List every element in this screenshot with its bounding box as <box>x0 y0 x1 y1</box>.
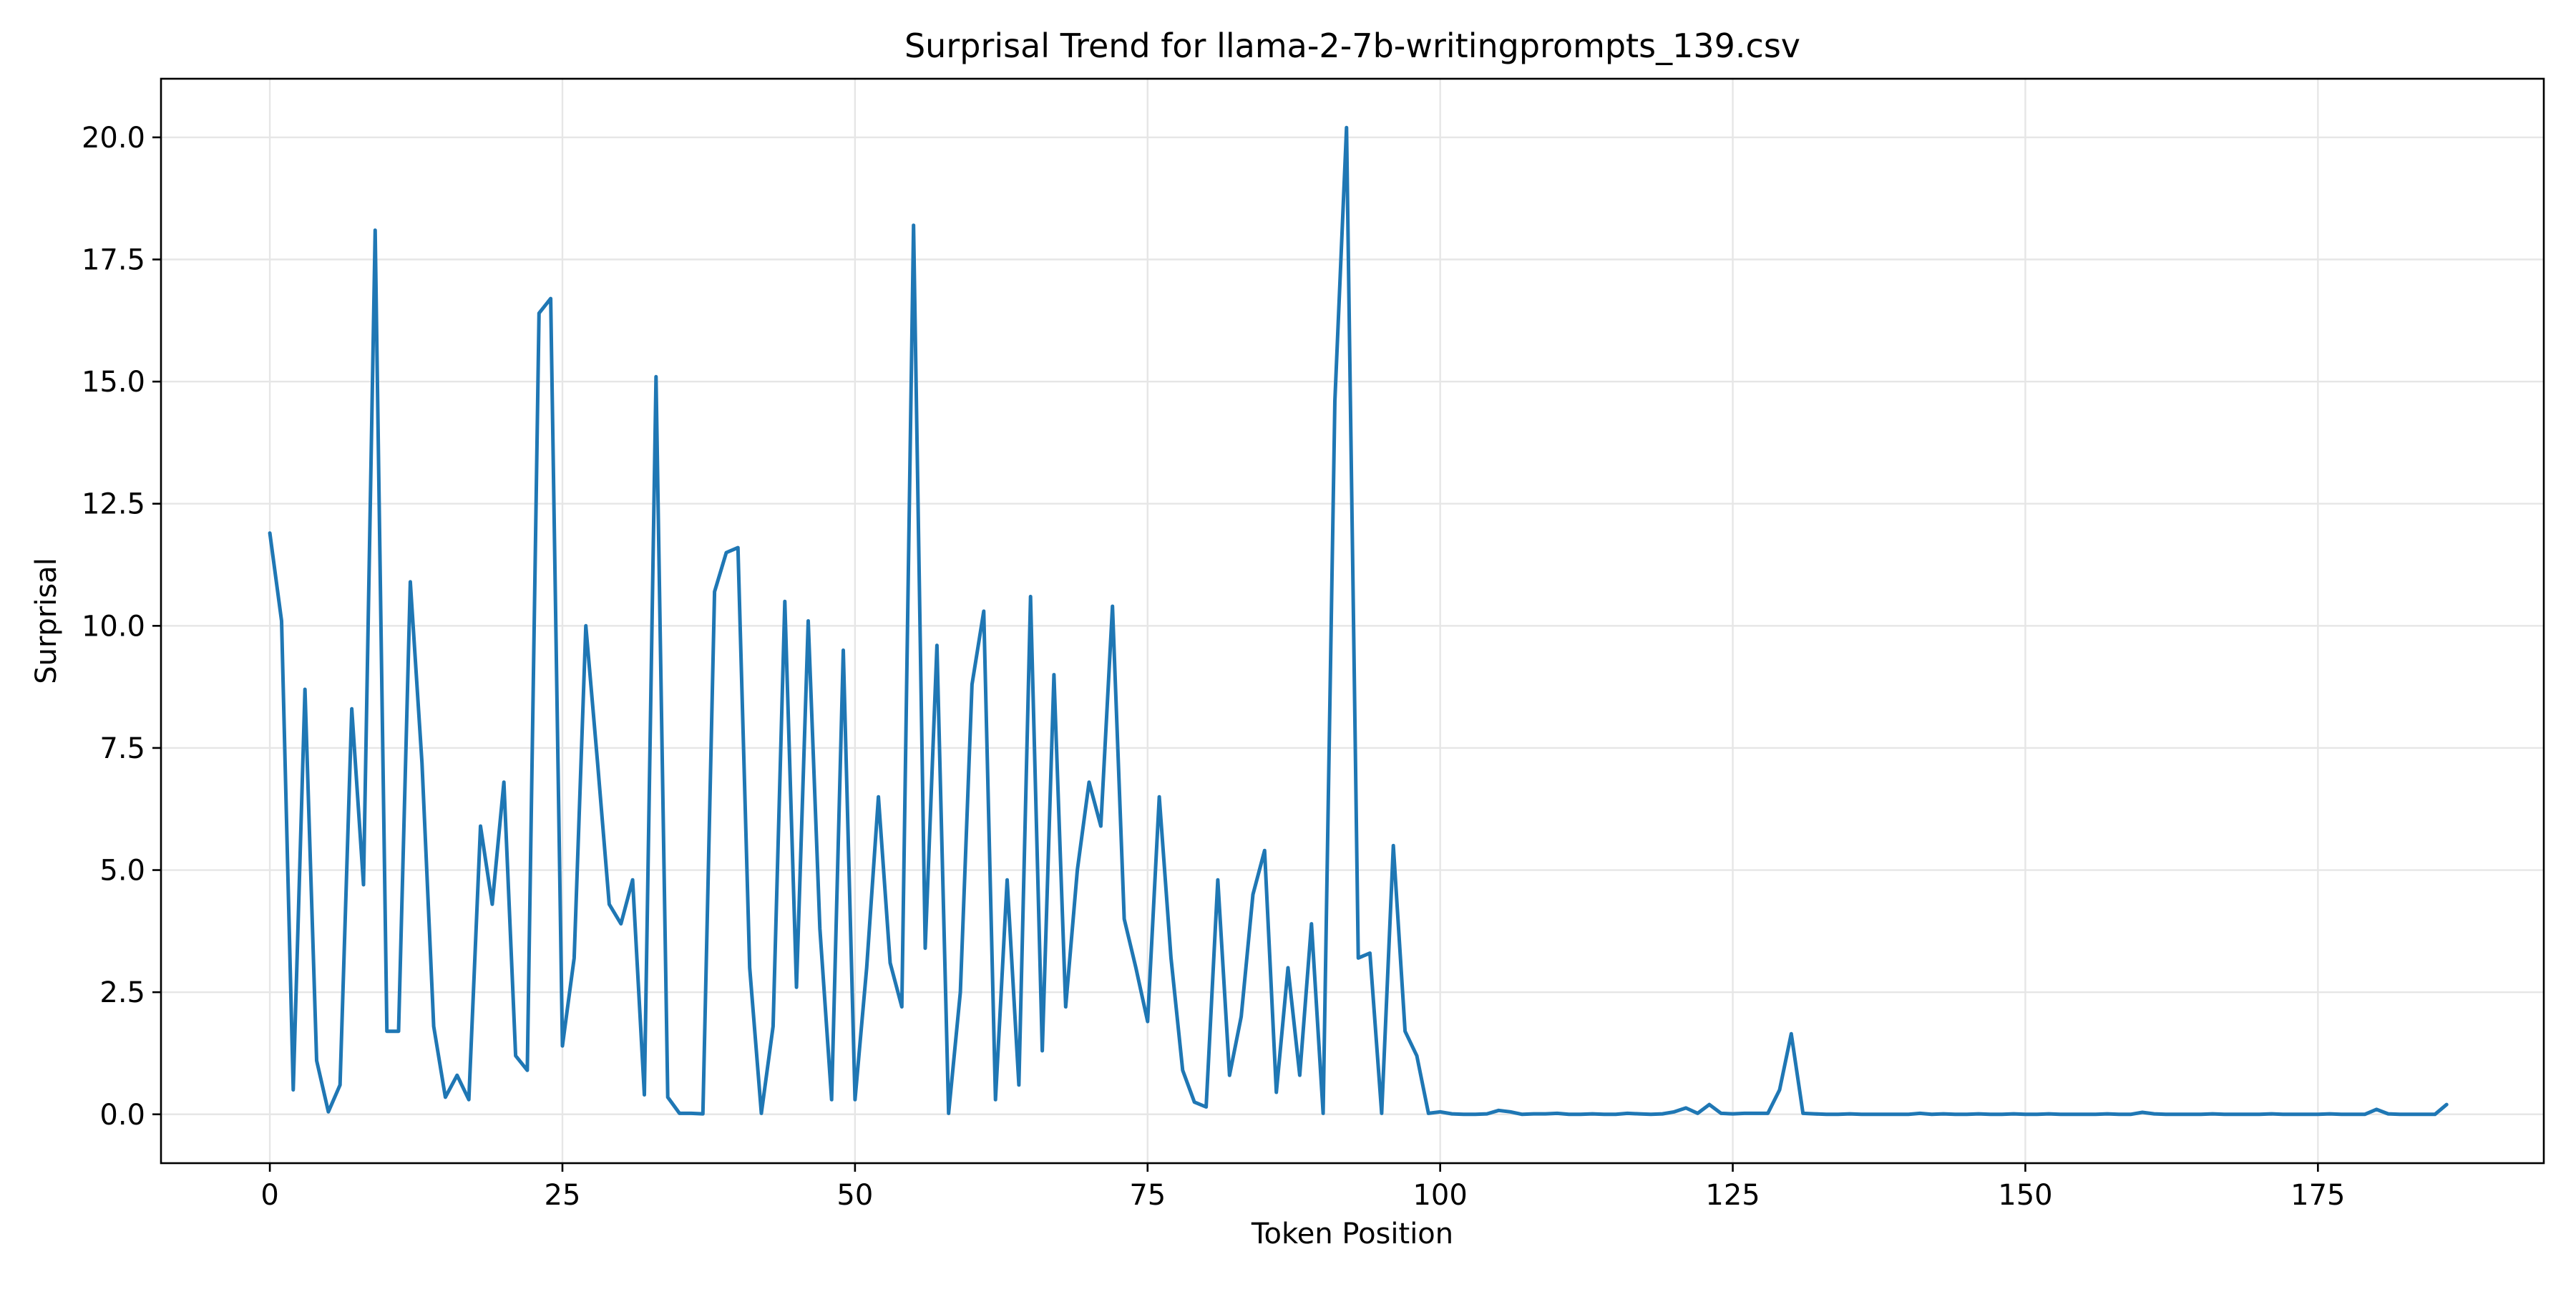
y-axis-ticks: 0.0 2.5 5.0 7.5 10.0 12.5 15.0 17.5 20.0 <box>82 122 161 1132</box>
x-tick-label: 100 <box>1413 1179 1467 1212</box>
x-tick-label: 0 <box>260 1179 278 1212</box>
y-axis-title: Surprisal <box>30 558 63 684</box>
y-tick-label: 10.0 <box>82 610 145 643</box>
series-layer <box>268 125 2449 1117</box>
x-tick-label: 25 <box>545 1179 581 1212</box>
y-tick-label: 17.5 <box>82 244 145 277</box>
y-tick-label: 5.0 <box>99 855 145 888</box>
x-axis-title: Token Position <box>1251 1218 1453 1250</box>
plot-frame <box>160 77 2545 1165</box>
y-tick-label: 0.0 <box>99 1099 145 1132</box>
y-tick-label: 7.5 <box>99 732 145 765</box>
series-line <box>268 125 2449 1117</box>
x-tick-label: 175 <box>2290 1179 2345 1212</box>
y-tick-label: 2.5 <box>99 976 145 1009</box>
x-tick-label: 50 <box>836 1179 873 1212</box>
y-tick-label: 20.0 <box>82 122 145 155</box>
x-axis-ticks: 0 25 50 75 100 125 150 175 <box>260 1163 2346 1212</box>
x-tick-label: 75 <box>1129 1179 1166 1212</box>
x-tick-label: 150 <box>1998 1179 2052 1212</box>
chart-title: Surprisal Trend for llama-2-7b-writingpr… <box>904 26 1800 65</box>
y-tick-label: 12.5 <box>82 488 145 521</box>
x-tick-label: 125 <box>1705 1179 1760 1212</box>
y-tick-label: 15.0 <box>82 366 145 399</box>
